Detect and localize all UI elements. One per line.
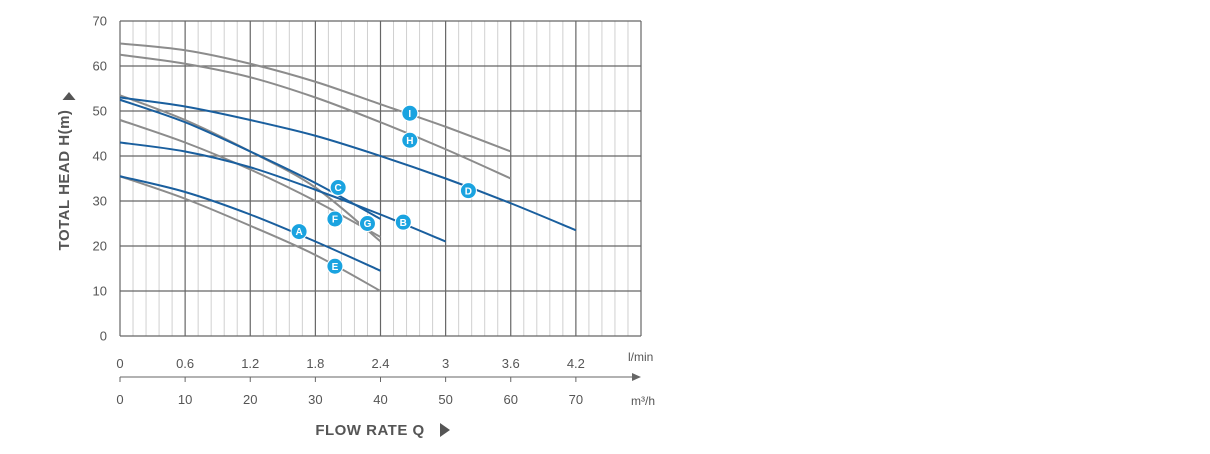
curve-label-g: G [364, 219, 372, 230]
y-tick-label: 40 [93, 149, 107, 164]
y-tick-label: 30 [93, 194, 107, 209]
curve-label-c: C [335, 183, 342, 194]
x-tick-label-m3h: 60 [504, 392, 518, 407]
curve-badge-b [394, 213, 412, 231]
x-tick-label-lmin: 4.2 [567, 356, 585, 371]
x-tick-label-m3h: 0 [116, 392, 123, 407]
y-axis-title: TOTAL HEAD H(m) [56, 110, 73, 251]
y-axis-arrow-icon [62, 92, 76, 100]
x-tick-label-m3h: 30 [308, 392, 322, 407]
x-axis-arrow-icon [440, 423, 450, 437]
curve-badge-e [326, 257, 344, 275]
x-tick-label-lmin: 1.2 [241, 356, 259, 371]
y-tick-label: 70 [93, 14, 107, 29]
curve-h [119, 53, 512, 180]
curve-badge-h [401, 131, 419, 149]
x-tick-label-lmin: 0 [116, 356, 123, 371]
curve-d [119, 96, 577, 232]
y-tick-label: 50 [93, 104, 107, 119]
curve-badge-i [401, 104, 419, 122]
curve-b [119, 141, 447, 243]
x-tick-label-lmin: 3.6 [502, 356, 520, 371]
curve-label-h: H [406, 136, 413, 147]
curve-badge-d [459, 182, 477, 200]
curve-label-e: E [332, 262, 339, 273]
y-tick-label: 10 [93, 284, 107, 299]
x-tick-label-m3h: 10 [178, 392, 192, 407]
curve-label-f: F [332, 215, 338, 226]
x-unit-m3h: m³/h [631, 394, 655, 408]
curve-badge-c [329, 179, 347, 196]
y-tick-label: 0 [100, 329, 107, 344]
curve-label-a: A [295, 227, 302, 238]
x-tick-label-m3h: 20 [243, 392, 257, 407]
curve-badge-a [290, 223, 308, 241]
y-tick-label: 20 [93, 239, 107, 254]
x-tick-label-lmin: 1.8 [306, 356, 324, 371]
x-unit-lmin: l/min [628, 350, 653, 364]
curve-i [119, 42, 512, 153]
curve-badge-g [358, 215, 376, 232]
y-tick-label: 60 [93, 59, 107, 74]
x-tick-label-lmin: 3 [442, 356, 449, 371]
x-tick-label-lmin: 0.6 [176, 356, 194, 371]
x-tick-label-m3h: 50 [438, 392, 452, 407]
curve-label-b: B [400, 218, 407, 229]
x-axis-line-arrow-icon [632, 373, 641, 381]
x-tick-label-m3h: 70 [569, 392, 583, 407]
x-tick-label-lmin: 2.4 [371, 356, 389, 371]
x-axis-title: FLOW RATE Q [315, 422, 424, 439]
curve-badge-f [326, 210, 344, 228]
curve-a [119, 175, 381, 272]
curve-label-d: D [465, 186, 472, 197]
curve-label-i: I [408, 109, 411, 120]
x-tick-label-m3h: 40 [373, 392, 387, 407]
